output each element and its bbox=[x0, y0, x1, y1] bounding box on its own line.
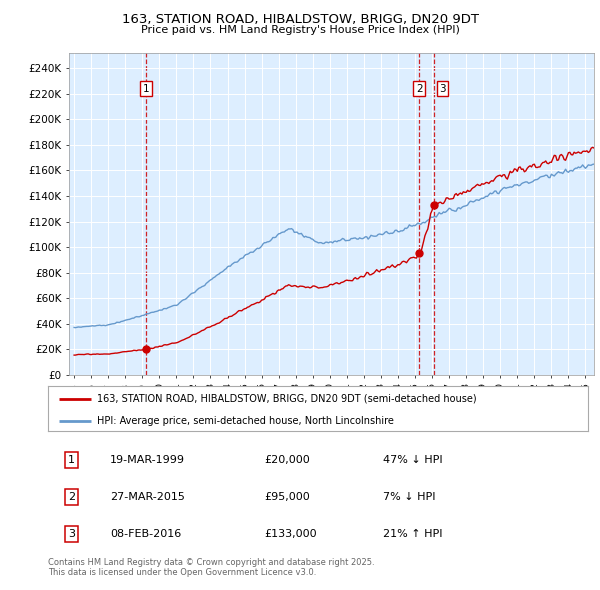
Text: 2: 2 bbox=[68, 492, 75, 502]
Text: 2: 2 bbox=[416, 84, 422, 94]
Text: £95,000: £95,000 bbox=[264, 492, 310, 502]
Text: £20,000: £20,000 bbox=[264, 455, 310, 466]
Text: 3: 3 bbox=[439, 84, 446, 94]
Text: 1: 1 bbox=[143, 84, 149, 94]
Text: Contains HM Land Registry data © Crown copyright and database right 2025.
This d: Contains HM Land Registry data © Crown c… bbox=[48, 558, 374, 577]
Text: 47% ↓ HPI: 47% ↓ HPI bbox=[383, 455, 442, 466]
Text: 21% ↑ HPI: 21% ↑ HPI bbox=[383, 529, 442, 539]
Text: 163, STATION ROAD, HIBALDSTOW, BRIGG, DN20 9DT: 163, STATION ROAD, HIBALDSTOW, BRIGG, DN… bbox=[121, 13, 479, 26]
Text: 163, STATION ROAD, HIBALDSTOW, BRIGG, DN20 9DT (semi-detached house): 163, STATION ROAD, HIBALDSTOW, BRIGG, DN… bbox=[97, 394, 476, 404]
Text: 1: 1 bbox=[68, 455, 75, 466]
Text: Price paid vs. HM Land Registry's House Price Index (HPI): Price paid vs. HM Land Registry's House … bbox=[140, 25, 460, 35]
Text: 19-MAR-1999: 19-MAR-1999 bbox=[110, 455, 185, 466]
Text: 7% ↓ HPI: 7% ↓ HPI bbox=[383, 492, 436, 502]
Text: HPI: Average price, semi-detached house, North Lincolnshire: HPI: Average price, semi-detached house,… bbox=[97, 416, 394, 426]
Text: 27-MAR-2015: 27-MAR-2015 bbox=[110, 492, 185, 502]
Text: 3: 3 bbox=[68, 529, 75, 539]
Text: 08-FEB-2016: 08-FEB-2016 bbox=[110, 529, 181, 539]
Text: £133,000: £133,000 bbox=[264, 529, 317, 539]
